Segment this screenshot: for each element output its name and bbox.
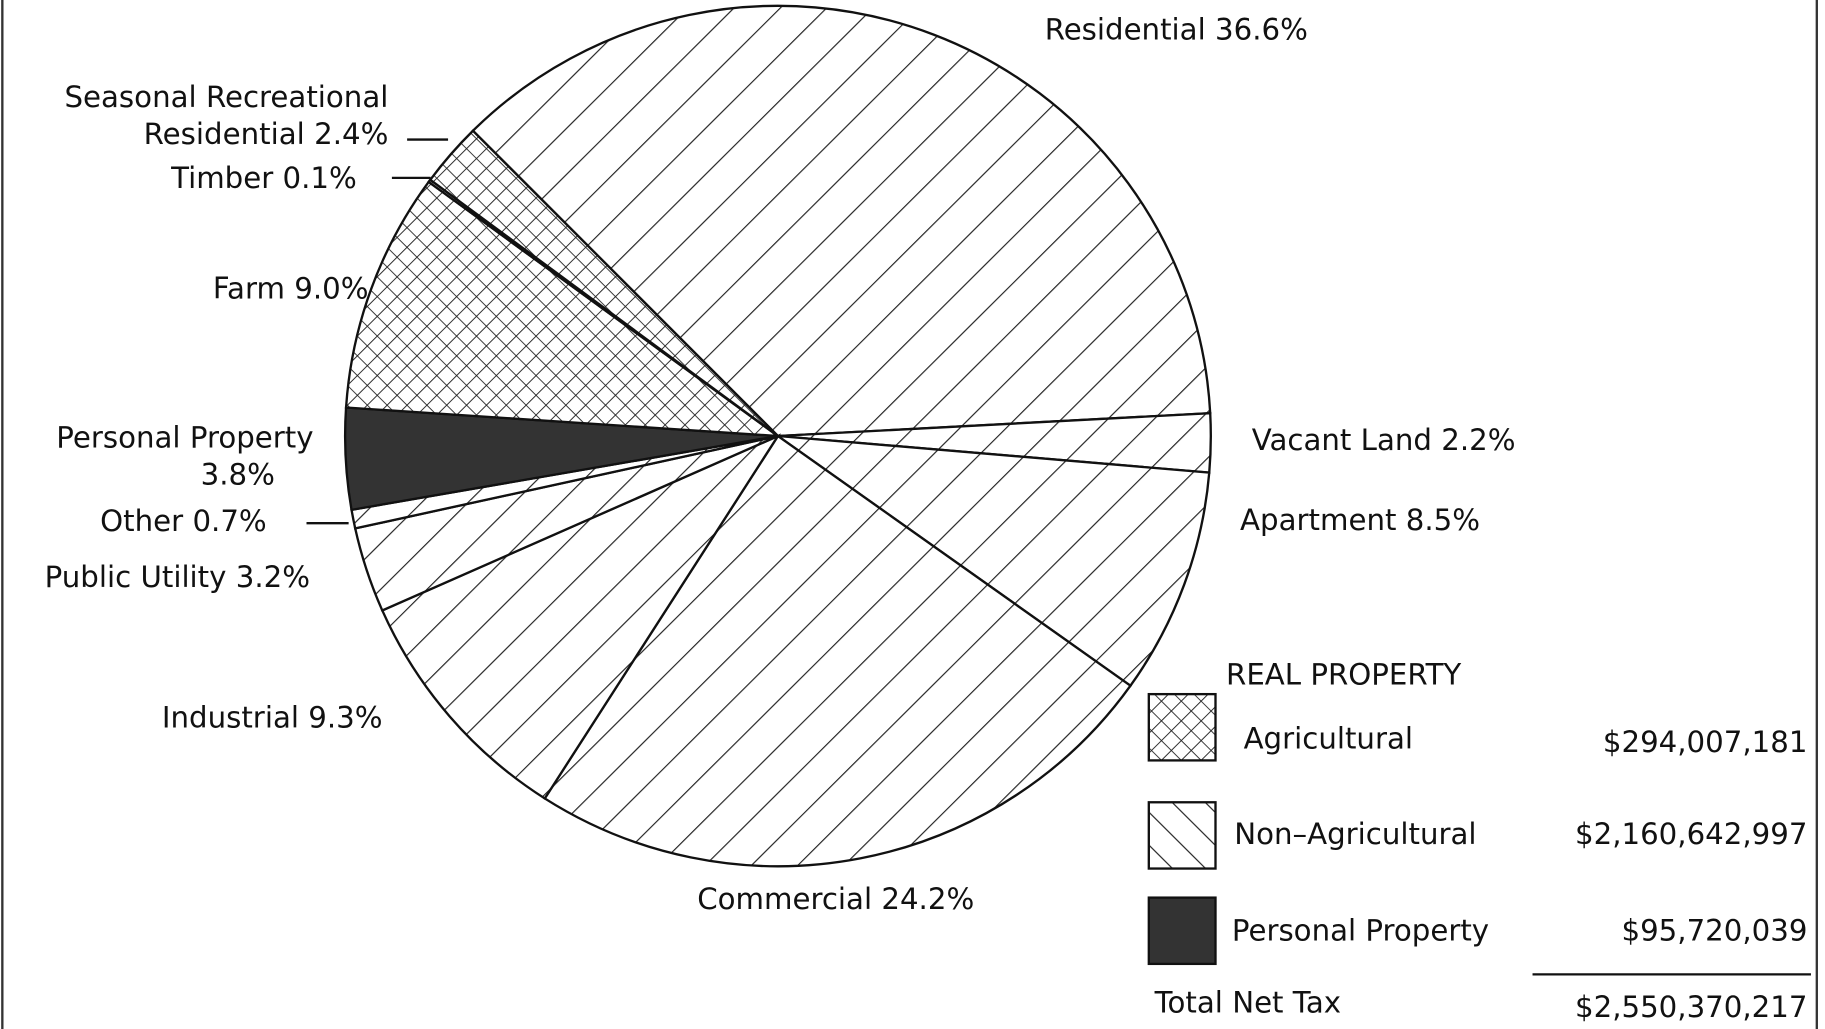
legend-swatch — [1147, 896, 1217, 966]
legend-amount: $294,007,181 — [1603, 725, 1808, 759]
slice-label: Public Utility 3.2% — [45, 560, 310, 594]
slice-label-box: Seasonal Recreational Residential 2.4% — [23, 79, 388, 153]
slice-label: Other 0.7% — [100, 504, 267, 538]
slice-value: 0.1% — [283, 161, 357, 195]
slice-label: Industrial 9.3% — [162, 701, 383, 735]
slice-value: 0.7% — [192, 504, 266, 538]
slice-label: Farm 9.0% — [213, 272, 369, 306]
slice-value: 8.5% — [1406, 503, 1480, 537]
slice-name: Other — [100, 504, 183, 538]
slice-name: Timber — [170, 161, 273, 195]
slice-value: 9.3% — [308, 701, 382, 735]
legend-label: Non–Agricultural — [1234, 817, 1476, 851]
slice-label: Apartment 8.5% — [1240, 503, 1480, 537]
legend-label: Personal Property — [1232, 914, 1489, 948]
slice-label: Vacant Land 2.2% — [1252, 423, 1516, 457]
slice-name: Farm — [213, 272, 285, 306]
slice-name: Residential — [1045, 12, 1206, 46]
slice-label: Residential 36.6% — [1045, 12, 1308, 46]
slice-value: 9.0% — [294, 272, 368, 306]
slice-name: Vacant Land — [1252, 423, 1432, 457]
pie-slice — [471, 4, 1212, 438]
pie-slice — [344, 180, 782, 438]
legend-amount: $2,160,642,997 — [1575, 817, 1807, 851]
slice-name: Seasonal Recreational Residential — [64, 80, 389, 152]
slice-label: Seasonal Recreational Residential 2.4% — [23, 79, 388, 153]
slice-value: 24.2% — [881, 882, 974, 916]
pie-slice — [380, 433, 782, 801]
slice-label: Timber 0.1% — [170, 161, 357, 195]
slice-name: Public Utility — [45, 560, 227, 594]
slice-value: 2.2% — [1441, 423, 1515, 457]
pie-slice — [543, 434, 1133, 868]
pie-slice — [773, 434, 1211, 688]
legend-swatch — [1147, 692, 1217, 762]
slice-value: 3.8% — [201, 458, 275, 492]
slice-value: 36.6% — [1215, 12, 1308, 46]
slice-name: Commercial — [697, 882, 872, 916]
legend-label: Agricultural — [1244, 722, 1413, 756]
legend-amount: $95,720,039 — [1621, 914, 1807, 948]
slice-name: Industrial — [162, 701, 299, 735]
legend-title: REAL PROPERTY — [1226, 658, 1461, 692]
total-amount: $2,550,370,217 — [1575, 990, 1807, 1024]
slice-label: Commercial 24.2% — [697, 882, 974, 916]
slice-value: 3.2% — [236, 560, 310, 594]
slice-name: Apartment — [1240, 503, 1396, 537]
slice-value: 2.4% — [314, 117, 389, 152]
total-label: Total Net Tax — [1154, 986, 1341, 1020]
legend-swatch — [1147, 801, 1217, 870]
pie-slice — [428, 129, 779, 437]
slice-label: Personal Property — [56, 421, 313, 455]
